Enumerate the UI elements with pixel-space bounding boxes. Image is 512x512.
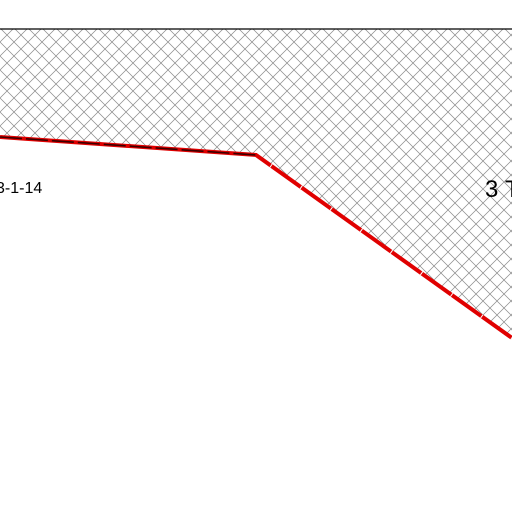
hatched-zone[interactable]: [0, 29, 512, 338]
parcel-number-label: 3-1-14: [0, 180, 42, 197]
parcel-boundary-dash: [0, 136, 257, 156]
zone-area-label: 3 Т: [485, 176, 512, 203]
